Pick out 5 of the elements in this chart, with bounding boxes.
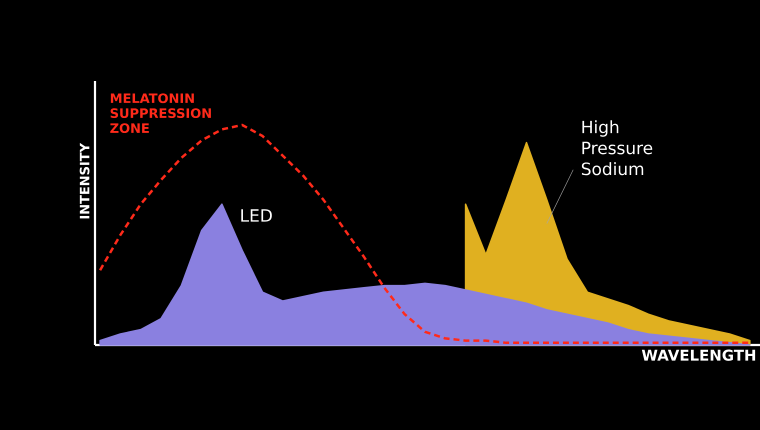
- series-label: LED: [241, 209, 272, 222]
- series-label: MELATONIN SUPPRESSION ZONE: [110, 93, 211, 134]
- x-axis-title: WAVELENGTH: [642, 350, 756, 361]
- y-axis-title: INTENSITY: [80, 142, 90, 218]
- text: High Pressure Sodium: [582, 120, 652, 176]
